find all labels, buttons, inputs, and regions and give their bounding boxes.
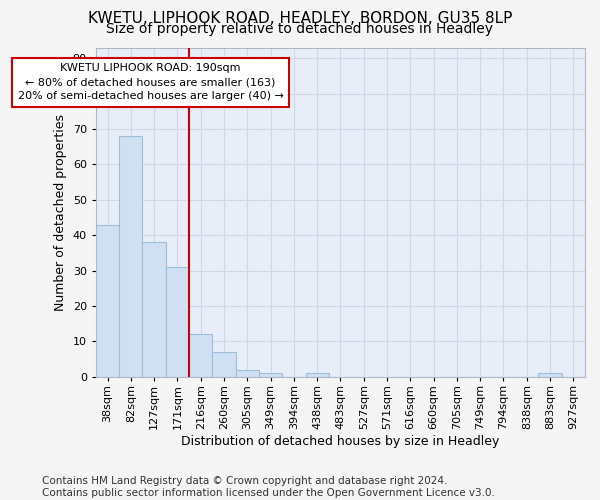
Text: Contains HM Land Registry data © Crown copyright and database right 2024.
Contai: Contains HM Land Registry data © Crown c…	[42, 476, 495, 498]
Text: Size of property relative to detached houses in Headley: Size of property relative to detached ho…	[107, 22, 493, 36]
X-axis label: Distribution of detached houses by size in Headley: Distribution of detached houses by size …	[181, 434, 500, 448]
Bar	[236, 370, 259, 377]
Bar	[259, 374, 282, 377]
Text: KWETU LIPHOOK ROAD: 190sqm
← 80% of detached houses are smaller (163)
20% of sem: KWETU LIPHOOK ROAD: 190sqm ← 80% of deta…	[17, 64, 284, 102]
Bar	[538, 374, 562, 377]
Bar	[305, 374, 329, 377]
Y-axis label: Number of detached properties: Number of detached properties	[54, 114, 67, 310]
Bar	[189, 334, 212, 377]
Bar	[212, 352, 236, 377]
Text: KWETU, LIPHOOK ROAD, HEADLEY, BORDON, GU35 8LP: KWETU, LIPHOOK ROAD, HEADLEY, BORDON, GU…	[88, 11, 512, 26]
Bar	[119, 136, 142, 377]
Bar	[96, 224, 119, 377]
Bar	[142, 242, 166, 377]
Bar	[166, 267, 189, 377]
